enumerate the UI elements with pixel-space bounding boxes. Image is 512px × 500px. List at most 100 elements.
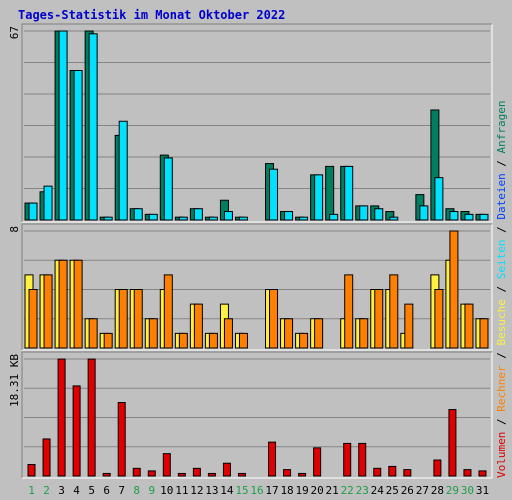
day-label-23: 23	[356, 484, 369, 497]
bar-volumen-day-14	[222, 462, 231, 477]
bar-volumen-day-31	[478, 470, 487, 477]
bar-dateien-day-6	[103, 216, 113, 221]
bar-besuche-day-17	[269, 289, 279, 349]
bar-volumen-day-22	[343, 442, 352, 477]
day-label-2: 2	[43, 484, 50, 497]
day-label-29: 29	[446, 484, 459, 497]
day-label-28: 28	[431, 484, 444, 497]
bar-dateien-day-25	[389, 216, 399, 221]
panel-requests: 67	[8, 23, 493, 223]
bar-besuche-day-4	[73, 259, 83, 349]
bar-dateien-day-13	[208, 216, 218, 221]
bar-besuche-day-1	[28, 289, 38, 349]
bar-besuche-day-31	[479, 318, 489, 349]
bar-besuche-day-25	[389, 274, 399, 349]
bar-besuche-day-19	[299, 332, 309, 349]
panel-frame	[21, 223, 493, 351]
bar-dateien-day-10	[163, 157, 173, 221]
day-label-11: 11	[175, 484, 188, 497]
day-label-31: 31	[476, 484, 489, 497]
bar-volumen-day-18	[283, 469, 292, 477]
bar-dateien-day-5	[88, 33, 98, 221]
panel-max-label: 67	[8, 26, 21, 39]
legend-rechner: Rechner	[495, 365, 508, 412]
bar-anfragen-day-21	[325, 165, 335, 221]
bar-volumen-day-2	[42, 438, 51, 477]
day-label-1: 1	[28, 484, 35, 497]
bar-besuche-day-24	[374, 289, 384, 349]
bar-dateien-day-29	[449, 211, 459, 221]
bar-volumen-day-13	[207, 472, 216, 477]
day-label-6: 6	[103, 484, 110, 497]
bar-dateien-day-1	[28, 202, 38, 221]
bar-volumen-day-7	[117, 402, 126, 477]
bar-volumen-day-15	[237, 472, 246, 477]
day-label-22: 22	[341, 484, 354, 497]
bar-dateien-day-8	[133, 208, 143, 221]
day-label-26: 26	[401, 484, 414, 497]
bar-volumen-day-19	[298, 472, 307, 477]
bar-besuche-day-30	[464, 303, 474, 349]
day-label-18: 18	[280, 484, 293, 497]
legend-volumen: Volumen	[495, 432, 508, 478]
bar-volumen-day-30	[463, 469, 472, 477]
panel-max-label: 18.31 KB	[8, 354, 21, 407]
panel-frame-shadow	[21, 223, 492, 350]
bar-dateien-day-23	[359, 205, 369, 221]
legend-separator: /	[495, 220, 508, 240]
bar-besuche-day-11	[178, 332, 188, 349]
bar-besuche-day-3	[58, 259, 68, 349]
day-label-9: 9	[148, 484, 155, 497]
day-label-14: 14	[220, 484, 234, 497]
bar-besuche-day-28	[434, 289, 444, 349]
day-labels: 1 2 3 4 5 6 7 8 9 10 11 12 13 14 15 16 17 18 19 20 21 22 23 24 2…	[28, 484, 489, 497]
bar-volumen-day-4	[72, 385, 81, 477]
bar-besuche-day-12	[193, 303, 203, 349]
bar-volumen-day-9	[147, 470, 156, 477]
bar-besuche-day-26	[404, 303, 414, 349]
bar-volumen-day-28	[433, 459, 442, 477]
day-label-4: 4	[73, 484, 80, 497]
bar-dateien-day-2	[43, 185, 53, 221]
bar-besuche-day-6	[103, 332, 113, 349]
day-label-30: 30	[461, 484, 474, 497]
panel-visits: 8	[8, 223, 493, 351]
bar-besuche-day-18	[284, 318, 294, 349]
bar-besuche-day-13	[208, 332, 218, 349]
day-label-15: 15	[235, 484, 248, 497]
bar-besuche-day-29	[449, 230, 459, 349]
legend-separator: /	[495, 412, 508, 432]
panel-frame	[21, 351, 493, 479]
legend-dateien: Dateien	[495, 173, 508, 219]
day-label-20: 20	[311, 484, 324, 497]
day-label-13: 13	[205, 484, 218, 497]
day-label-16: 16	[250, 484, 263, 497]
bar-dateien-day-9	[148, 213, 158, 221]
bar-volumen-day-11	[177, 472, 186, 477]
right-legend: Volumen / Rechner / Besuche / Seiten / D…	[495, 100, 508, 478]
day-label-17: 17	[265, 484, 278, 497]
bar-besuche-day-22	[344, 274, 354, 349]
bar-volumen-day-8	[132, 467, 141, 477]
day-label-12: 12	[190, 484, 203, 497]
day-label-24: 24	[371, 484, 385, 497]
bar-dateien-day-28	[434, 177, 444, 221]
day-label-5: 5	[88, 484, 95, 497]
day-label-3: 3	[58, 484, 65, 497]
legend-seiten: Seiten	[495, 240, 508, 280]
bar-dateien-day-11	[178, 216, 188, 221]
bar-besuche-day-20	[314, 318, 324, 349]
bar-volumen-day-17	[268, 441, 277, 477]
day-label-25: 25	[386, 484, 399, 497]
panel-frame-shadow	[21, 351, 492, 478]
bar-volumen-day-6	[102, 472, 111, 477]
bar-volumen-day-23	[358, 442, 367, 477]
bar-besuche-day-7	[118, 289, 128, 349]
bar-dateien-day-20	[314, 174, 324, 221]
bar-besuche-day-10	[163, 274, 173, 349]
legend-separator: /	[495, 279, 508, 299]
legend-anfragen: Anfragen	[495, 100, 508, 153]
bar-volumen-day-12	[192, 467, 201, 477]
legend-separator: /	[495, 153, 508, 173]
day-label-21: 21	[326, 484, 339, 497]
